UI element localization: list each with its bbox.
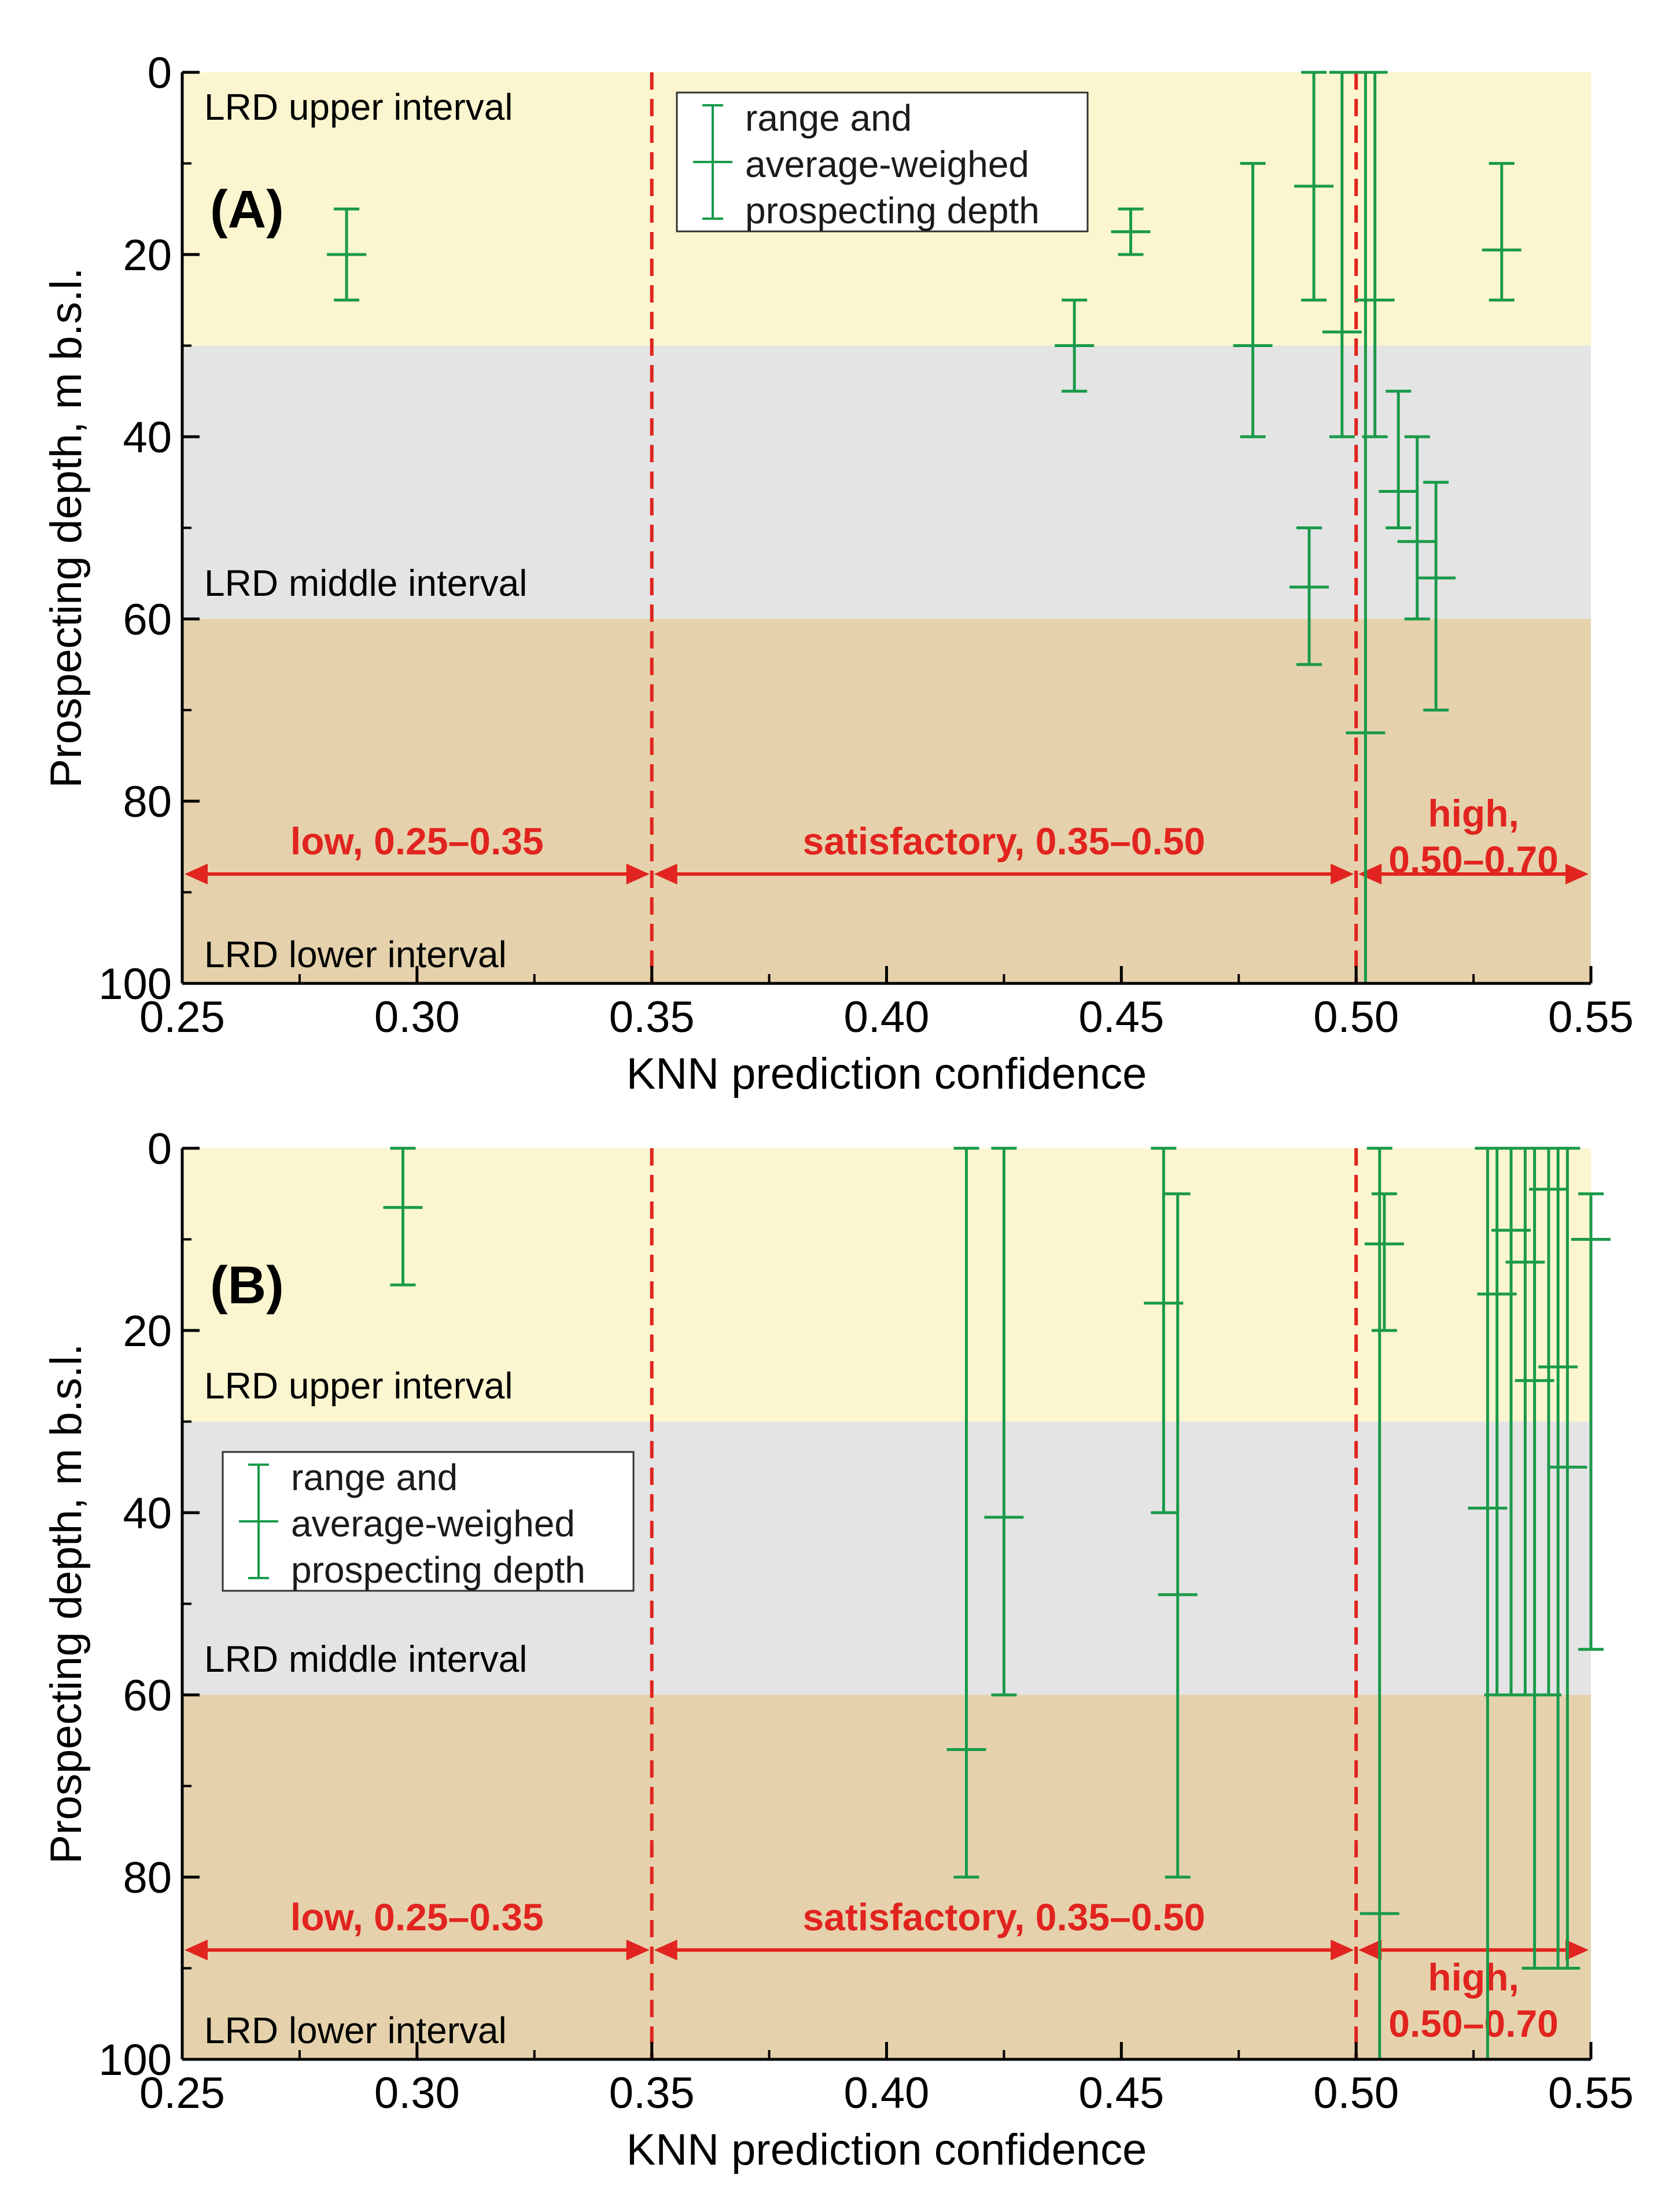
data-point [1290,526,1329,666]
legend-text: range and [291,1457,458,1498]
interval-label: LRD middle interval [204,1638,527,1680]
legend-box [676,91,1089,233]
confidence-arrow-head-left [1358,1940,1382,1960]
y-tick-label: 60 [123,1671,172,1720]
y-tick-label: 80 [123,1853,172,1903]
y-axis-title: Prospecting depth, m b.s.l. [42,1344,91,1864]
data-point [1322,71,1362,438]
confidence-arrow-head-left [185,864,208,884]
data-point [1379,389,1419,529]
confidence-class-label: low, 0.25–0.35 [290,820,544,862]
data-point [1364,1192,1404,1332]
x-tick-label: 0.35 [609,993,695,1042]
data-point [327,207,367,302]
data-point [1111,207,1151,256]
x-tick-label: 0.40 [844,993,930,1042]
legend-box [222,1451,635,1592]
legend-text: average-weighed [745,143,1029,185]
confidence-class-label: high, [1428,792,1519,835]
legend-text: prospecting depth [745,190,1040,231]
x-axis-title: KNN prediction confidence [627,2125,1147,2174]
x-tick-label: 0.55 [1548,993,1634,1042]
x-tick-label: 0.30 [374,2069,460,2118]
data-point [1294,71,1334,302]
data-point [383,1147,423,1287]
x-tick-label: 0.50 [1313,2069,1399,2118]
y-axis-title: Prospecting depth, m b.s.l. [42,268,91,788]
confidence-arrow-head-left [1358,864,1382,884]
y-tick-label: 100 [98,960,172,1009]
interval-label: LRD upper interval [204,86,513,128]
confidence-arrow-head-right [1565,1940,1589,1960]
legend-text: range and [745,97,912,139]
confidence-arrow-head-right [626,1940,650,1960]
y-tick-label: 80 [123,777,172,827]
panel-a-chart: LRD upper interval LRD middle interval LRD… [42,49,1634,1099]
y-tick-label: 20 [123,231,172,280]
confidence-class-label: satisfactory, 0.35–0.50 [802,820,1205,862]
legend-text: average-weighed [291,1503,575,1545]
data-point [1548,1147,1587,1970]
data-point [946,1147,986,1879]
y-tick-label: 60 [123,595,172,644]
data-point [1233,162,1273,438]
confidence-class-label: satisfactory, 0.35–0.50 [802,1896,1205,1938]
panel-label: (B) [210,1256,284,1315]
data-point [984,1147,1024,1697]
interval-label: LRD upper interval [204,1365,513,1407]
y-tick-label: 0 [148,49,172,98]
x-tick-label: 0.25 [139,2069,225,2118]
confidence-class-label: low, 0.25–0.35 [290,1896,544,1938]
confidence-class-range: 0.50–0.70 [1388,838,1559,881]
y-tick-label: 0 [148,1125,172,1174]
y-tick-label: 100 [98,2036,172,2085]
data-point [1482,162,1521,302]
data-point [1055,298,1095,393]
x-tick-label: 0.45 [1078,993,1164,1042]
confidence-arrow-head-right [626,864,650,884]
data-point [1571,1192,1611,1651]
x-tick-label: 0.35 [609,2069,695,2118]
confidence-arrow-head-left [654,864,677,884]
confidence-arrow-head-left [654,1940,677,1960]
panel-b-chart: LRD upper interval LRD middle interval LRD… [42,1125,1634,2174]
legend-text: prospecting depth [291,1549,585,1591]
data-point [1158,1192,1198,1879]
confidence-class-label: high, [1428,1956,1519,1999]
interval-label: LRD lower interval [204,934,507,975]
confidence-arrow-head-right [1565,864,1589,884]
panel-label: (A) [210,180,284,239]
data-point [1397,435,1437,621]
data-point [1416,481,1456,712]
y-tick-label: 20 [123,1307,172,1356]
x-tick-label: 0.30 [374,993,460,1042]
y-tick-label: 40 [123,413,172,462]
data-point [1355,71,1395,438]
confidence-arrow-head-left [185,1940,208,1960]
interval-label: LRD middle interval [204,562,527,604]
x-tick-label: 0.45 [1078,2069,1164,2118]
x-tick-label: 0.50 [1313,993,1399,1042]
interval-band [182,619,1591,983]
x-tick-label: 0.40 [844,2069,930,2118]
confidence-arrow-head-right [1331,864,1354,884]
confidence-class-range: 0.50–0.70 [1388,2002,1559,2045]
confidence-arrow-head-right [1331,1940,1354,1960]
y-tick-label: 40 [123,1489,172,1538]
x-axis-title: KNN prediction confidence [627,1049,1147,1099]
x-tick-label: 0.55 [1548,2069,1634,2118]
interval-label: LRD lower interval [204,2010,507,2051]
x-tick-label: 0.25 [139,993,225,1042]
